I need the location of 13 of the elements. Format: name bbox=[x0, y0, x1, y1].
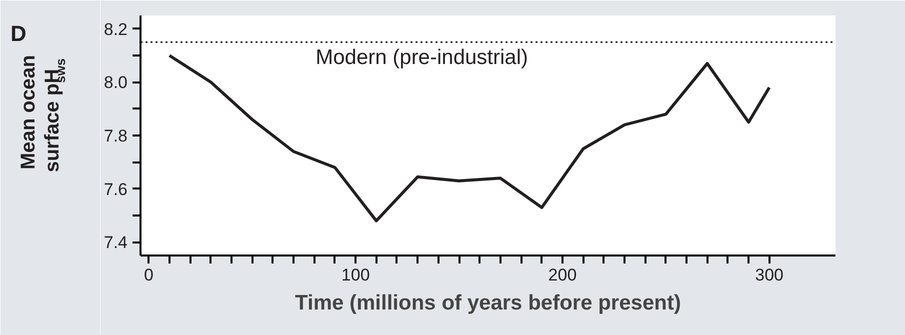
x-tick-label: 300 bbox=[755, 266, 784, 284]
y-tick-label: 7.6 bbox=[104, 180, 128, 199]
x-tick-label: 100 bbox=[341, 266, 370, 284]
x-tick-label: 0 bbox=[144, 266, 154, 284]
y-tick-label: 8.2 bbox=[104, 20, 128, 39]
y-tick-label: 7.8 bbox=[104, 126, 128, 146]
x-tick-label: 200 bbox=[548, 266, 577, 284]
y-tick-label: 8.0 bbox=[104, 73, 128, 92]
ref-line-label: Modern (pre-industrial) bbox=[316, 46, 528, 70]
y-axis-title: Mean ocean surface pHsws bbox=[18, 54, 68, 172]
chart-title: D bbox=[10, 21, 26, 46]
x-axis-title: Time (millions of years before present) bbox=[295, 292, 681, 314]
y-tick-label: 7.4 bbox=[104, 233, 128, 252]
